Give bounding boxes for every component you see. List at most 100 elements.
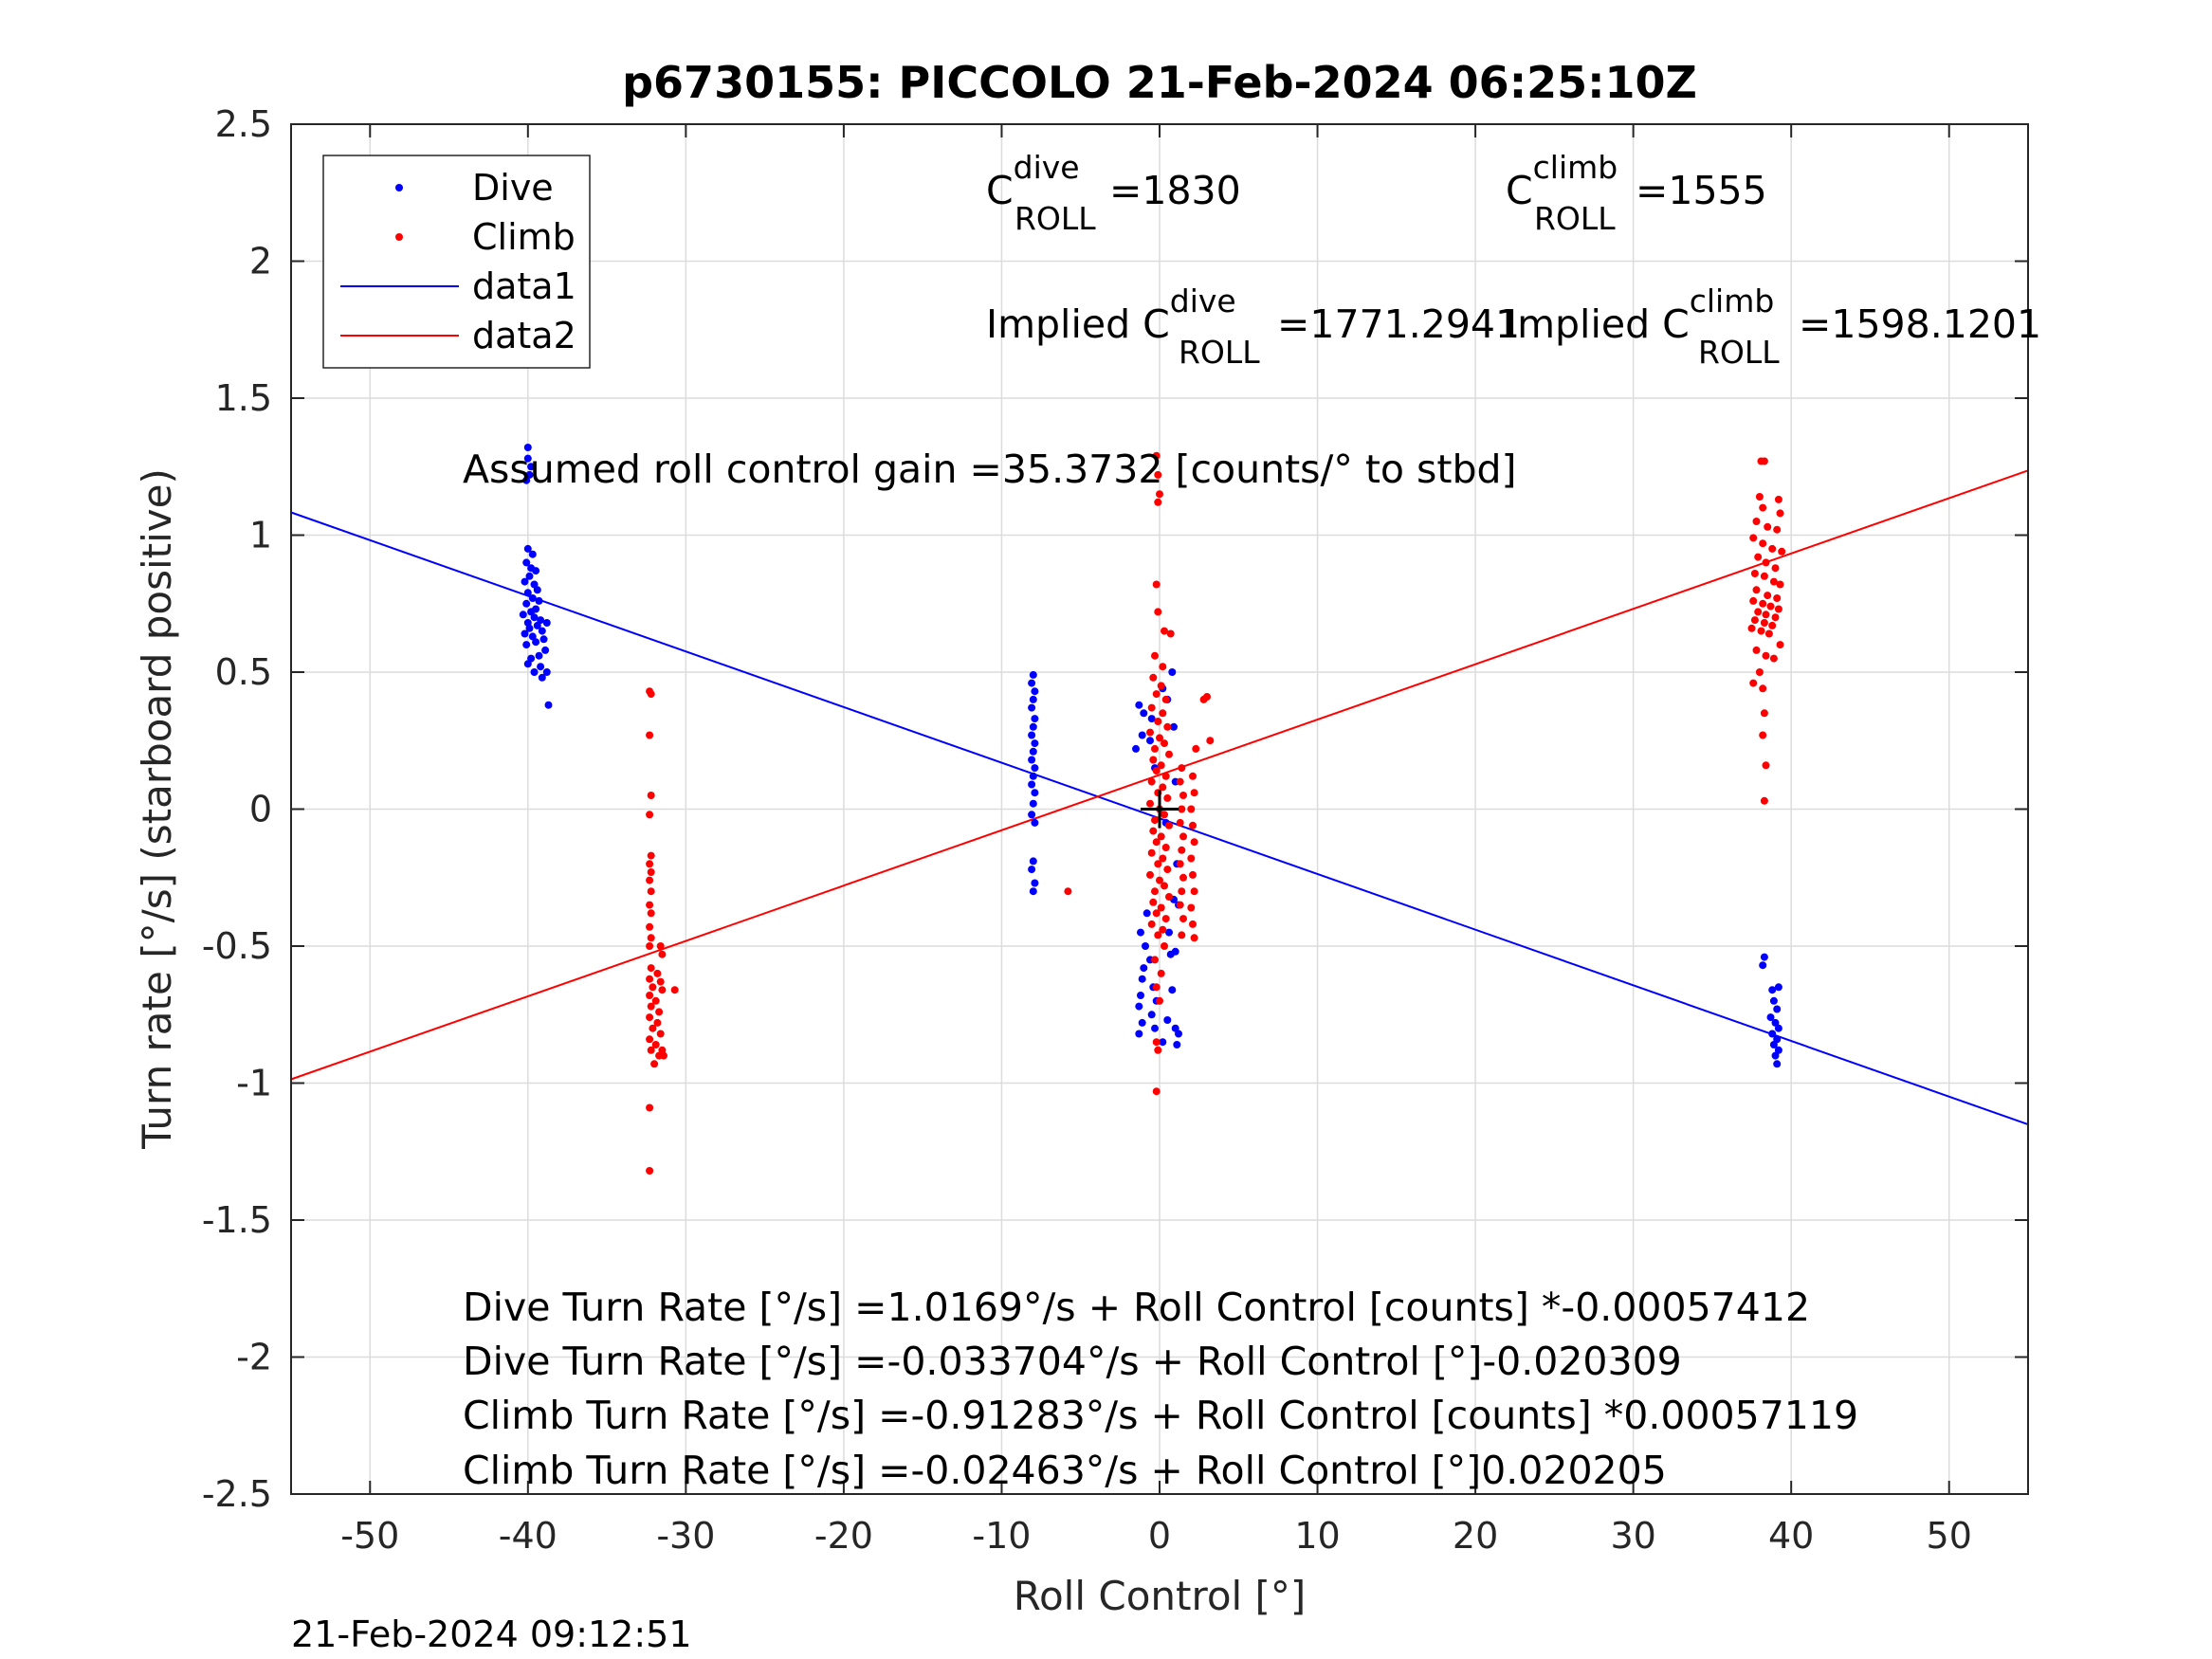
dive-point	[1028, 866, 1036, 874]
dive-point	[523, 589, 532, 597]
dive-point	[1140, 964, 1148, 973]
climb-point	[1768, 544, 1777, 553]
dive-point	[1028, 811, 1036, 819]
dive-point	[1031, 687, 1039, 696]
dive-point	[1175, 1030, 1182, 1038]
x-tick-label: -20	[814, 1515, 873, 1557]
gain-annotation: Assumed roll control gain =35.3732 [coun…	[463, 447, 1517, 492]
climb-point	[653, 1018, 662, 1027]
dive-point	[542, 668, 551, 676]
climb-point	[1187, 805, 1196, 813]
dive-point	[1029, 695, 1037, 703]
climb-point	[1754, 553, 1763, 561]
dive-point	[522, 476, 531, 484]
climb-point	[1760, 796, 1768, 805]
climb-point	[1147, 777, 1156, 786]
climb-point	[1749, 534, 1758, 542]
climb-point	[1154, 718, 1162, 725]
climb-point	[647, 1046, 655, 1054]
climb-point	[646, 731, 654, 739]
climb-point	[646, 1035, 654, 1044]
climb-point	[1764, 592, 1772, 600]
dive-point	[519, 611, 527, 619]
climb-point	[1762, 761, 1770, 770]
dive-point	[530, 668, 539, 676]
climb-point	[1179, 873, 1187, 882]
y-tick-label: 2.5	[215, 103, 272, 145]
implied-dive-value: =1771.2941	[1277, 301, 1520, 347]
climb-point	[649, 1024, 657, 1032]
climb-point	[1769, 654, 1778, 663]
climb-point	[646, 1167, 654, 1175]
x-tick-label: 50	[1927, 1515, 1972, 1557]
climb-point	[1163, 722, 1172, 731]
dive-point	[1170, 722, 1178, 731]
dive-point	[1029, 722, 1037, 731]
climb-point	[1159, 854, 1167, 863]
climb-point	[1178, 846, 1186, 854]
climb-point	[1166, 629, 1175, 638]
dive-point	[1146, 737, 1154, 745]
legend-dive-marker	[395, 184, 403, 191]
climb-point	[1156, 876, 1163, 884]
climb-point	[1764, 629, 1773, 638]
dive-point	[527, 463, 536, 471]
y-tick-label: -1.5	[202, 1199, 272, 1241]
dive-point	[1760, 953, 1768, 961]
climb-point	[1157, 903, 1165, 912]
dive-point	[1028, 703, 1036, 712]
climb-point	[1149, 898, 1158, 906]
x-tick-label: -40	[499, 1515, 558, 1557]
climb-point	[1156, 490, 1163, 499]
climb-point	[651, 1041, 660, 1048]
climb-point	[1187, 903, 1196, 912]
dive-degrees-equation: Dive Turn Rate [°/s] =-0.033704°/s + Rol…	[463, 1339, 1682, 1384]
climb-point	[1154, 498, 1162, 506]
climb-point	[1776, 509, 1784, 518]
dive-point	[1031, 818, 1039, 827]
climb-degrees-equation: Climb Turn Rate [°/s] =-0.02463°/s + Rol…	[463, 1448, 1667, 1493]
c-dive-sup: dive	[1014, 149, 1080, 186]
climb-point	[1759, 731, 1767, 739]
dive-point	[1137, 992, 1144, 999]
x-tick-label: 0	[1148, 1515, 1171, 1557]
dive-point	[1135, 701, 1143, 709]
climb-point	[1152, 451, 1161, 460]
x-tick-label: 20	[1453, 1515, 1498, 1557]
climb-point	[1161, 915, 1170, 923]
y-tick-label: -1	[236, 1063, 272, 1104]
climb-point	[1151, 887, 1159, 896]
climb-point	[1760, 572, 1768, 580]
dive-point	[522, 641, 531, 649]
c-dive-base: C	[986, 168, 1014, 213]
climb-point	[1189, 821, 1197, 830]
climb-point	[1749, 679, 1758, 687]
dive-point	[1163, 1016, 1172, 1024]
legend-data1-label: data1	[472, 265, 576, 307]
implied-dive-base: Implied C	[986, 301, 1170, 347]
dive-point	[528, 632, 537, 641]
dive-point	[522, 558, 531, 567]
dive-point	[1028, 756, 1036, 764]
climb-point	[1179, 915, 1187, 923]
climb-point	[1178, 887, 1186, 896]
climb-point	[1768, 621, 1777, 629]
climb-point	[656, 942, 665, 950]
climb-point	[1759, 684, 1767, 693]
climb-point	[1161, 811, 1168, 819]
dive-point	[523, 454, 532, 463]
climb-point	[1190, 789, 1198, 797]
climb-point	[1161, 942, 1168, 950]
climb-point	[1759, 503, 1767, 512]
climb-point	[1757, 627, 1765, 635]
climb-point	[1187, 854, 1196, 863]
x-tick-label: -50	[340, 1515, 399, 1557]
dive-point	[1029, 772, 1037, 780]
climb-point	[1771, 613, 1780, 622]
climb-point	[1149, 827, 1158, 835]
legend: Dive Climb data1 data2	[322, 155, 591, 369]
dive-point	[1138, 1018, 1146, 1027]
dive-point	[1132, 744, 1140, 753]
climb-point	[1176, 860, 1184, 868]
climb-point	[1161, 882, 1168, 890]
